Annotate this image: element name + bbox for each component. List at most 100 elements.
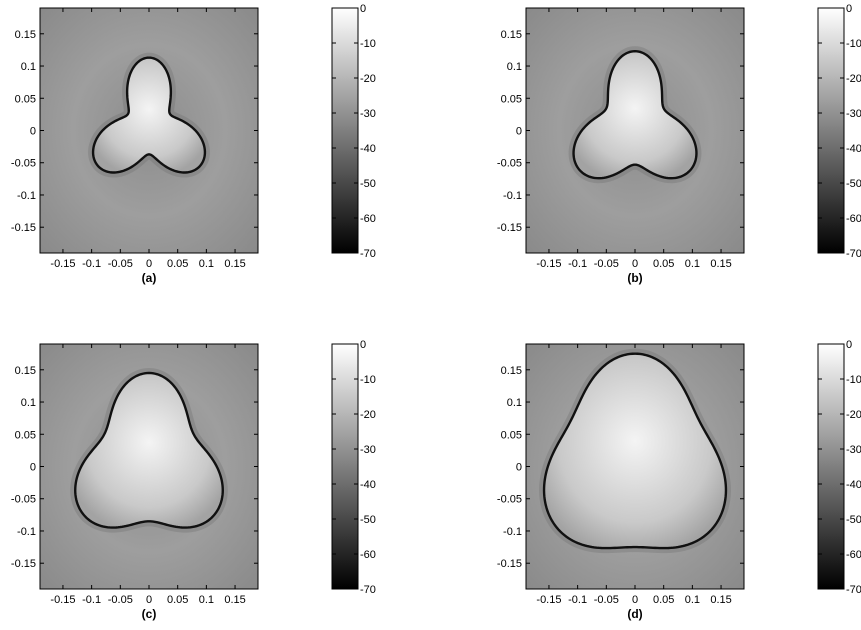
y-tick-label: 0: [30, 126, 36, 138]
colorbar: [817, 7, 845, 254]
panel-b: -0.15 -0.1 -0.05 0 0.05 0.1 0.15 0.15 0.1 0.05 0 -0…: [497, 3, 861, 285]
x-tick-label: 0.05: [167, 258, 188, 270]
panel-c: -0.15 -0.1 -0.05 0 0.05 0.1 0.15 0.15 0.1 0.05 0 -0…: [11, 339, 376, 621]
colorbar-tick-label: -60: [360, 213, 376, 225]
colorbar-tick-label: -20: [360, 409, 376, 421]
y-tick-label: 0.1: [21, 397, 36, 409]
x-tick-label: -0.15: [50, 594, 75, 606]
colorbar-tick-label: -40: [846, 479, 861, 491]
colorbar-tick-label: -50: [360, 178, 376, 190]
colorbar-tick-label: 0: [846, 3, 852, 15]
y-tick-label: 0.15: [501, 365, 522, 377]
colorbar: [331, 343, 359, 590]
x-tick-label: -0.05: [108, 594, 133, 606]
colorbar-tick-label: 0: [846, 339, 852, 351]
y-tick-label: -0.1: [17, 190, 36, 202]
shape-contour: [91, 56, 207, 174]
x-tick-label: 0.15: [710, 594, 731, 606]
colorbar-tick-label: -30: [360, 108, 376, 120]
panel-caption: (a): [142, 271, 157, 285]
y-tick-label: 0.05: [15, 429, 36, 441]
y-tick-label: 0.05: [501, 429, 522, 441]
colorbar-tick-label: 0: [360, 339, 366, 351]
x-tick-label: 0: [632, 594, 638, 606]
y-tick-label: 0: [30, 462, 36, 474]
y-tick-label: -0.05: [497, 494, 522, 506]
y-tick-label: 0.15: [15, 365, 36, 377]
x-tick-label: -0.05: [594, 594, 619, 606]
colorbar-tick-label: -70: [360, 248, 376, 260]
y-tick-label: -0.1: [503, 526, 522, 538]
colorbar: [817, 343, 845, 590]
y-tick-label: 0.1: [507, 61, 522, 73]
panel-a: -0.15 -0.1 -0.05 0 0.05 0.1 0.15 0.15 0.1 0.05 0 -0…: [11, 3, 376, 285]
y-tick-label: -0.05: [11, 158, 36, 170]
x-tick-label: -0.05: [108, 258, 133, 270]
shape-contour: [74, 371, 224, 529]
y-tick-label: -0.15: [11, 222, 36, 234]
y-tick-label: 0: [516, 126, 522, 138]
y-tick-label: 0.15: [15, 29, 36, 41]
x-tick-label: 0: [146, 594, 152, 606]
colorbar-tick-label: -10: [846, 374, 861, 386]
colorbar-tick-label: -10: [360, 374, 376, 386]
colorbar-tick-label: -20: [846, 409, 861, 421]
x-tick-label: 0.15: [224, 594, 245, 606]
x-tick-label: -0.15: [536, 258, 561, 270]
colorbar-tick-label: -70: [360, 584, 376, 596]
colorbar-tick-label: -10: [360, 38, 376, 50]
colorbar-tick-label: -50: [360, 514, 376, 526]
y-tick-label: 0.15: [501, 29, 522, 41]
colorbar-tick-label: 0: [360, 3, 366, 15]
x-tick-label: 0.15: [224, 258, 245, 270]
x-tick-label: -0.1: [82, 258, 101, 270]
colorbar-tick-label: -70: [846, 584, 861, 596]
colorbar-tick-label: -50: [846, 178, 861, 190]
colorbar-tick-label: -60: [360, 549, 376, 561]
colorbar-tick-label: -20: [360, 73, 376, 85]
colorbar-tick-label: -30: [846, 444, 861, 456]
y-tick-label: -0.05: [497, 158, 522, 170]
x-tick-label: -0.05: [594, 258, 619, 270]
colorbar-tick-label: -40: [846, 143, 861, 155]
colorbar-tick-label: -20: [846, 73, 861, 85]
x-tick-label: 0.15: [710, 258, 731, 270]
y-tick-label: -0.1: [503, 190, 522, 202]
panel-d: -0.15 -0.1 -0.05 0 0.05 0.1 0.15 0.15 0.1 0.05 0 -0…: [497, 339, 861, 621]
x-tick-label: 0.1: [199, 594, 214, 606]
y-tick-label: -0.15: [497, 222, 522, 234]
y-tick-label: 0.05: [501, 93, 522, 105]
x-tick-label: -0.1: [568, 258, 587, 270]
y-tick-label: -0.1: [17, 526, 36, 538]
colorbar-tick-label: -10: [846, 38, 861, 50]
y-tick-label: -0.05: [11, 494, 36, 506]
panel-caption: (d): [627, 607, 642, 621]
x-tick-label: 0.05: [167, 594, 188, 606]
y-tick-label: -0.15: [11, 558, 36, 570]
colorbar-tick-label: -70: [846, 248, 861, 260]
x-tick-label: -0.1: [82, 594, 101, 606]
y-tick-label: -0.15: [497, 558, 522, 570]
x-tick-label: 0.1: [199, 258, 214, 270]
y-tick-label: 0.1: [21, 61, 36, 73]
colorbar: [331, 7, 359, 254]
colorbar-tick-label: -30: [846, 108, 861, 120]
shape-contour: [542, 352, 728, 550]
panel-caption: (c): [142, 607, 157, 621]
x-tick-label: 0.1: [685, 594, 700, 606]
colorbar-tick-label: -60: [846, 213, 861, 225]
y-tick-label: 0: [516, 462, 522, 474]
x-tick-label: -0.15: [536, 594, 561, 606]
x-tick-label: -0.1: [568, 594, 587, 606]
y-tick-label: 0.1: [507, 397, 522, 409]
x-tick-label: 0.05: [653, 594, 674, 606]
x-tick-label: 0: [146, 258, 152, 270]
x-tick-label: 0.05: [653, 258, 674, 270]
x-tick-label: 0.1: [685, 258, 700, 270]
colorbar-tick-label: -30: [360, 444, 376, 456]
colorbar-tick-label: -40: [360, 143, 376, 155]
x-tick-label: -0.15: [50, 258, 75, 270]
shape-contour: [572, 49, 698, 180]
colorbar-tick-label: -60: [846, 549, 861, 561]
